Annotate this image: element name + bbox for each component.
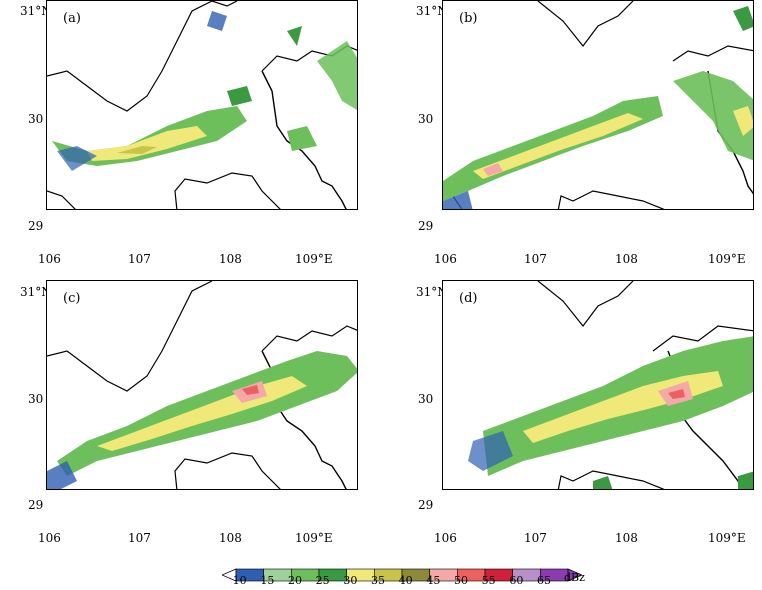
lat-label-mid: 30 xyxy=(418,112,434,126)
map-panel-a: (a) xyxy=(46,0,358,210)
lat-label-bot: 29 xyxy=(28,498,44,512)
colorbar-tick-label: 10 xyxy=(232,574,247,587)
radar-map-d xyxy=(468,281,753,489)
colorbar-tick-label: 35 xyxy=(371,574,385,587)
map-panel-d: (d) xyxy=(442,280,754,490)
radar-map-b xyxy=(443,1,753,209)
lat-label-mid: 30 xyxy=(28,112,44,126)
lon-label: 106 xyxy=(38,531,61,545)
lon-label: 107 xyxy=(128,252,151,266)
colorbar-tick-label: 40 xyxy=(398,574,413,587)
lat-label-top: 31°N xyxy=(20,4,52,18)
lon-label: 109°E xyxy=(708,252,746,266)
lon-label: 109°E xyxy=(295,252,333,266)
colorbar-tick-label: 55 xyxy=(481,574,496,587)
panel-label: (b) xyxy=(459,11,478,26)
lat-label-top: 31°N xyxy=(416,285,448,299)
lat-label-top: 31°N xyxy=(416,4,448,18)
lon-label: 106 xyxy=(38,252,61,266)
radar-map-a xyxy=(47,1,357,209)
panel-label: (c) xyxy=(63,291,81,306)
colorbar-tick-label: 60 xyxy=(509,574,524,587)
lon-label: 107 xyxy=(128,531,151,545)
lon-label: 106 xyxy=(434,252,457,266)
lon-label: 106 xyxy=(434,531,457,545)
colorbar-tick-label: 30 xyxy=(343,574,358,587)
lat-label-bot: 29 xyxy=(418,219,434,233)
lat-label-top: 31°N xyxy=(20,285,52,299)
colorbar-tick-label: 15 xyxy=(260,574,275,587)
lat-label-bot: 29 xyxy=(28,219,44,233)
colorbar-tick-label: 65 xyxy=(537,574,551,587)
colorbar-tick-label: 25 xyxy=(315,574,330,587)
map-panel-c: (c) xyxy=(46,280,358,490)
colorbar xyxy=(222,568,582,582)
colorbar-tick-label: 50 xyxy=(454,574,468,587)
panel-label: (a) xyxy=(63,11,81,26)
lat-label-bot: 29 xyxy=(418,498,434,512)
lon-label: 107 xyxy=(524,531,547,545)
lat-label-mid: 30 xyxy=(28,392,44,406)
lon-label: 108 xyxy=(219,531,242,545)
colorbar-tick-label: 20 xyxy=(288,574,302,587)
lon-label: 108 xyxy=(219,252,242,266)
colorbar-tick-label: 45 xyxy=(426,574,441,587)
radar-map-c xyxy=(47,281,357,489)
panel-label: (d) xyxy=(459,291,478,306)
lon-label: 109°E xyxy=(295,531,333,545)
lat-label-mid: 30 xyxy=(418,392,434,406)
colorbar-max-arrow xyxy=(567,568,582,582)
map-panel-b: (b) xyxy=(442,0,754,210)
lon-label: 107 xyxy=(524,252,547,266)
lon-label: 109°E xyxy=(708,531,746,545)
lon-label: 108 xyxy=(615,252,638,266)
lon-label: 108 xyxy=(615,531,638,545)
colorbar-unit: dBz xyxy=(564,571,585,584)
